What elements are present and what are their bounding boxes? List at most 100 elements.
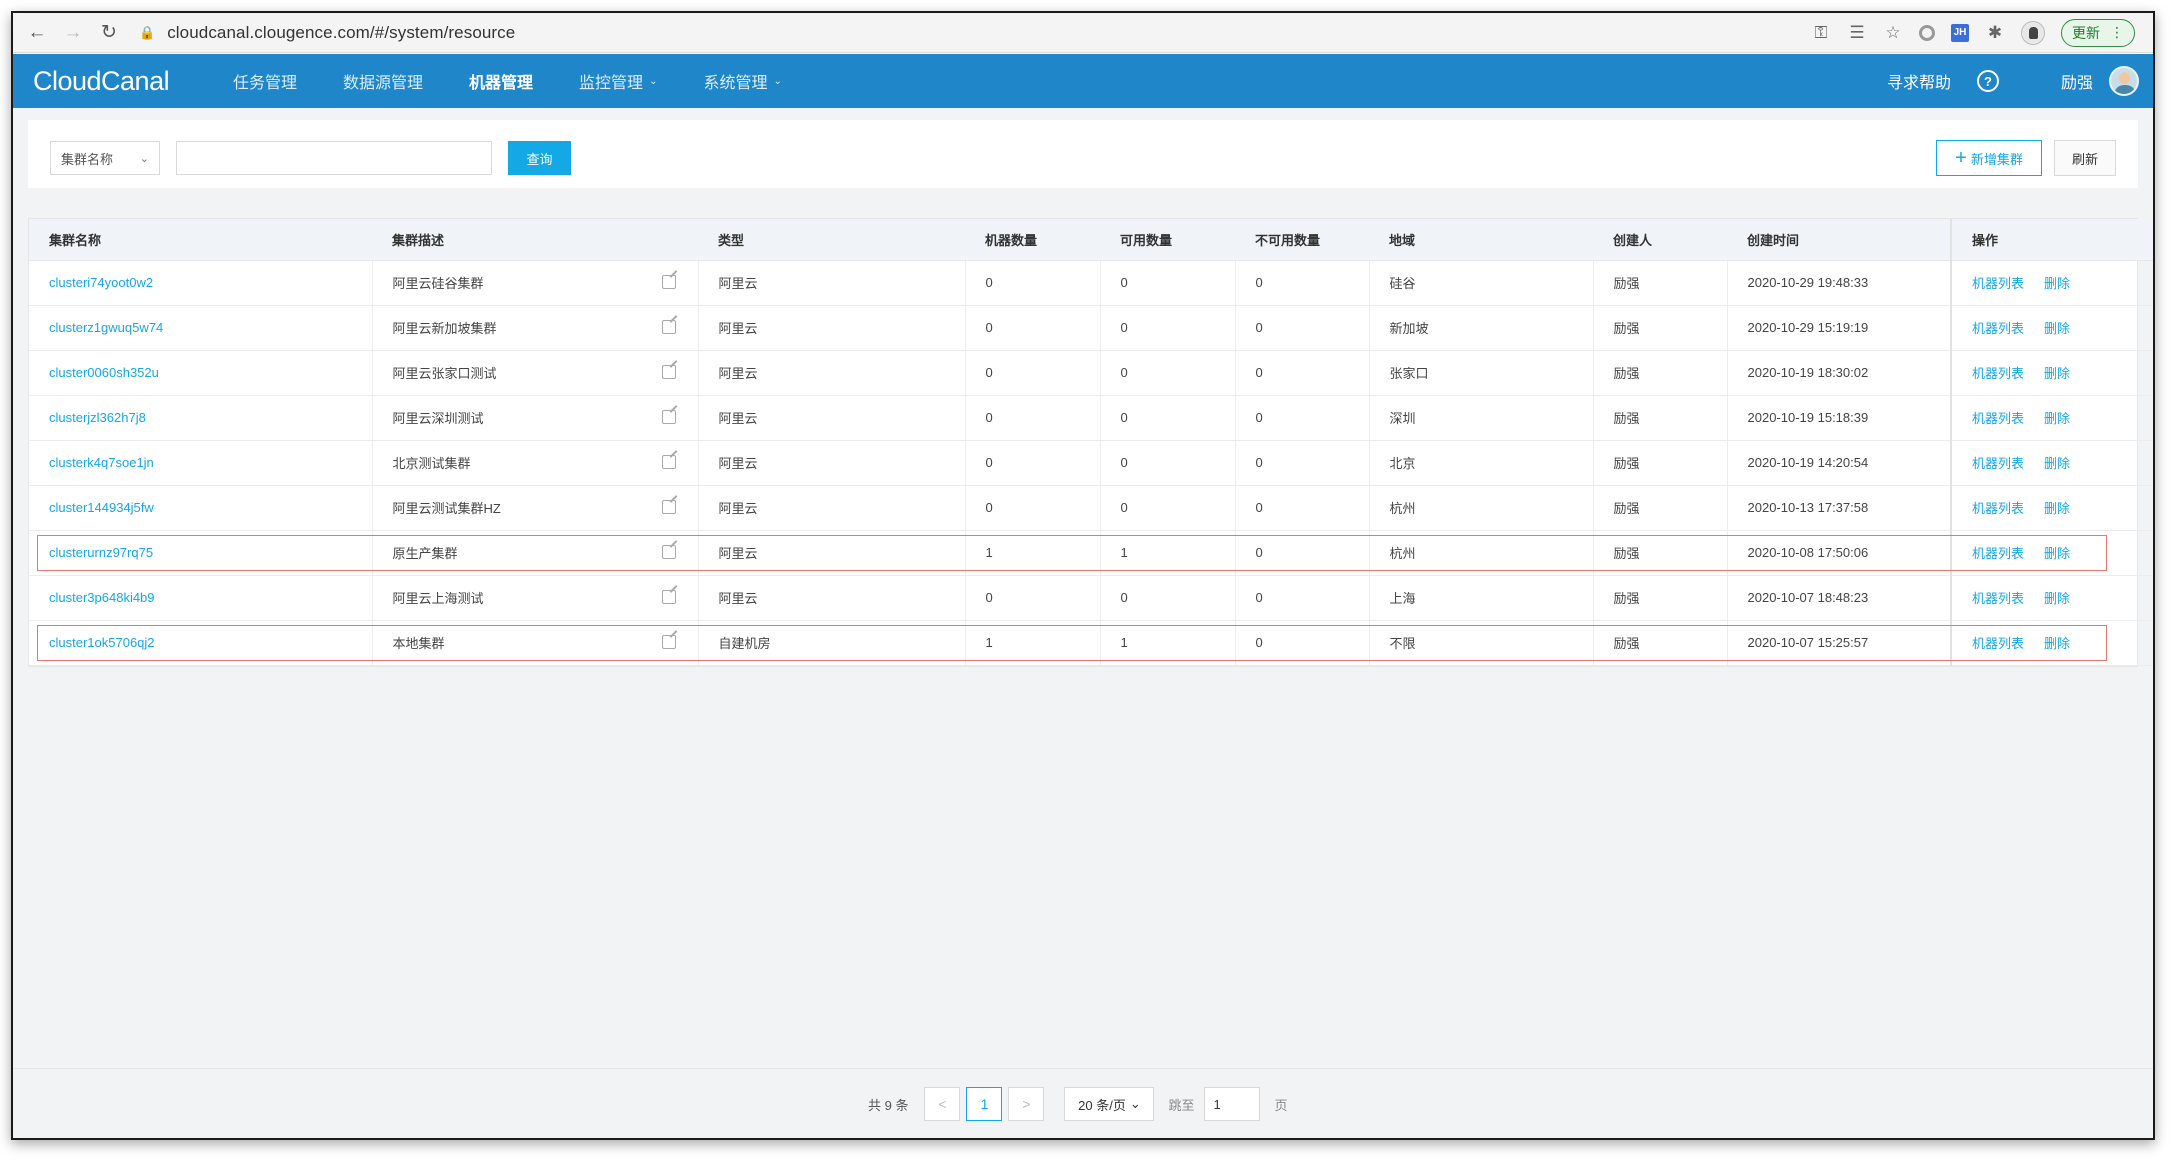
profile-icon[interactable] xyxy=(2021,20,2045,45)
edit-icon[interactable] xyxy=(661,589,676,604)
jh-extension-icon[interactable]: JH xyxy=(1951,23,1969,42)
update-button[interactable]: 更新 ⋮ xyxy=(2061,18,2135,47)
user-name[interactable]: 励强 xyxy=(2060,75,2093,92)
region: 上海 xyxy=(1369,575,1594,621)
cluster-name-link[interactable]: clusterk4q7soe1jn xyxy=(29,440,373,486)
cluster-type: 阿里云 xyxy=(698,305,966,351)
machine-list-link[interactable]: 机器列表 xyxy=(1972,636,2025,651)
cluster-name-link[interactable]: clusteri74yoot0w2 xyxy=(29,260,373,306)
menu-system[interactable]: 系统管理 ⌄ xyxy=(703,69,781,93)
delete-link[interactable]: 删除 xyxy=(2044,546,2071,561)
unavailable-count: 0 xyxy=(1235,440,1370,486)
help-link[interactable]: 寻求帮助 xyxy=(1886,75,1951,92)
forward-icon[interactable]: → xyxy=(63,21,83,43)
cluster-name[interactable]: clusterk4q7soe1jn xyxy=(49,455,154,470)
cluster-name-link[interactable]: cluster3p648ki4b9 xyxy=(29,575,373,621)
url-text[interactable]: cloudcanal.clougence.com/#/system/resour… xyxy=(167,22,516,42)
query-button[interactable]: 查询 xyxy=(508,141,571,175)
delete-link[interactable]: 删除 xyxy=(2044,636,2071,651)
cluster-desc-cell: 阿里云新加坡集群 xyxy=(372,305,699,351)
machine-list-link[interactable]: 机器列表 xyxy=(1972,411,2025,426)
plus-icon: + xyxy=(1955,147,1967,169)
next-page-button[interactable]: > xyxy=(1008,1087,1045,1121)
col-header-ops: 操作 xyxy=(1950,219,2153,261)
cluster-desc-cell: 阿里云张家口测试 xyxy=(372,350,699,396)
lock-icon: 🔒 xyxy=(139,24,156,40)
menu-machine-label: 机器管理 xyxy=(469,75,534,92)
edit-icon[interactable] xyxy=(661,454,676,469)
ops-cell: 机器列表 删除 xyxy=(1950,305,2153,351)
translate-icon[interactable]: ☰ xyxy=(1849,22,1865,42)
menu-task[interactable]: 任务管理 xyxy=(233,69,297,93)
machine-list-link[interactable]: 机器列表 xyxy=(1972,501,2025,516)
chevron-down-icon: ⌄ xyxy=(649,75,658,87)
refresh-button[interactable]: 刷新 xyxy=(2054,140,2116,176)
menu-monitor[interactable]: 监控管理 ⌄ xyxy=(579,69,657,93)
cluster-name[interactable]: cluster1ok5706qj2 xyxy=(49,635,155,650)
delete-link[interactable]: 删除 xyxy=(2044,321,2071,336)
extension-circle-icon[interactable] xyxy=(1919,24,1935,41)
edit-icon[interactable] xyxy=(661,274,676,289)
machine-list-link[interactable]: 机器列表 xyxy=(1972,321,2025,336)
delete-link[interactable]: 删除 xyxy=(2044,456,2071,471)
avatar[interactable] xyxy=(2109,66,2139,96)
available-count: 1 xyxy=(1100,530,1236,576)
delete-link[interactable]: 删除 xyxy=(2044,276,2071,291)
ops-cell: 机器列表 删除 xyxy=(1950,395,2153,441)
delete-link[interactable]: 删除 xyxy=(2044,591,2071,606)
back-icon[interactable]: ← xyxy=(27,21,47,43)
delete-link[interactable]: 删除 xyxy=(2044,501,2071,516)
menu-datasource[interactable]: 数据源管理 xyxy=(343,69,423,93)
cluster-name-link[interactable]: cluster144934j5fw xyxy=(29,485,373,531)
machine-list-link[interactable]: 机器列表 xyxy=(1972,276,2025,291)
machine-list-link[interactable]: 机器列表 xyxy=(1972,456,2025,471)
delete-link[interactable]: 删除 xyxy=(2044,411,2071,426)
page-1-button[interactable]: 1 xyxy=(966,1087,1003,1121)
reload-icon[interactable]: ↻ xyxy=(101,22,117,43)
puzzle-icon[interactable]: ✱ xyxy=(1987,22,2003,42)
cluster-name-link[interactable]: cluster1ok5706qj2 xyxy=(29,620,373,666)
cluster-name[interactable]: clusteri74yoot0w2 xyxy=(49,275,154,290)
edit-icon[interactable] xyxy=(661,544,676,559)
jump-label: 跳至 xyxy=(1168,1097,1195,1113)
machine-list-link[interactable]: 机器列表 xyxy=(1972,591,2025,606)
key-icon[interactable]: ⚿ xyxy=(1814,22,1828,42)
region: 北京 xyxy=(1369,440,1594,486)
edit-icon[interactable] xyxy=(661,634,676,649)
cluster-name[interactable]: cluster144934j5fw xyxy=(49,500,154,515)
machine-list-link[interactable]: 机器列表 xyxy=(1972,546,2025,561)
menu-monitor-label: 监控管理 xyxy=(579,75,644,92)
cluster-name-link[interactable]: clusterz1gwuq5w74 xyxy=(29,305,373,351)
creator: 励强 xyxy=(1593,485,1728,531)
prev-page-button[interactable]: < xyxy=(924,1087,961,1121)
search-input[interactable] xyxy=(176,141,492,175)
table-row: clusteri74yoot0w2 阿里云硅谷集群 阿里云 0 0 0 硅谷 励强 2020-1… xyxy=(29,260,2153,306)
jump-input[interactable]: 1 xyxy=(1204,1087,1261,1121)
creator: 励强 xyxy=(1593,305,1728,351)
cluster-name-link[interactable]: clusterurnz97rq75 xyxy=(29,530,373,576)
edit-icon[interactable] xyxy=(661,364,676,379)
cluster-name[interactable]: cluster3p648ki4b9 xyxy=(49,590,155,605)
cluster-name-link[interactable]: cluster0060sh352u xyxy=(29,350,373,396)
cluster-name[interactable]: clusterjzl362h7j8 xyxy=(49,410,146,425)
edit-icon[interactable] xyxy=(661,409,676,424)
menu-machine[interactable]: 机器管理 xyxy=(469,69,533,93)
delete-link[interactable]: 删除 xyxy=(2044,366,2071,381)
creator: 励强 xyxy=(1593,575,1728,621)
address-bar[interactable]: 🔒 cloudcanal.clougence.com/#/system/reso… xyxy=(139,23,1811,43)
star-icon[interactable]: ☆ xyxy=(1885,22,1901,42)
cluster-name[interactable]: clusterurnz97rq75 xyxy=(49,545,154,560)
filter-field-select[interactable]: 集群名称 ⌄ xyxy=(50,141,160,175)
table-header: 集群名称 集群描述 类型 机器数量 可用数量 不可用数量 地域 创建人 创建时间… xyxy=(29,219,2153,261)
page-size-select[interactable]: 20 条/页 ⌄ xyxy=(1064,1087,1155,1121)
question-icon[interactable]: ? xyxy=(1976,70,1999,92)
cluster-name[interactable]: cluster0060sh352u xyxy=(49,365,159,380)
edit-icon[interactable] xyxy=(661,499,676,514)
cluster-name-link[interactable]: clusterjzl362h7j8 xyxy=(29,395,373,441)
app-logo[interactable]: CloudCanal xyxy=(33,65,170,96)
cluster-name[interactable]: clusterz1gwuq5w74 xyxy=(49,320,164,335)
add-cluster-button[interactable]: + 新增集群 xyxy=(1936,140,2042,176)
machine-list-link[interactable]: 机器列表 xyxy=(1972,366,2025,381)
created-time: 2020-10-07 15:25:57 xyxy=(1727,620,1952,666)
edit-icon[interactable] xyxy=(661,319,676,334)
